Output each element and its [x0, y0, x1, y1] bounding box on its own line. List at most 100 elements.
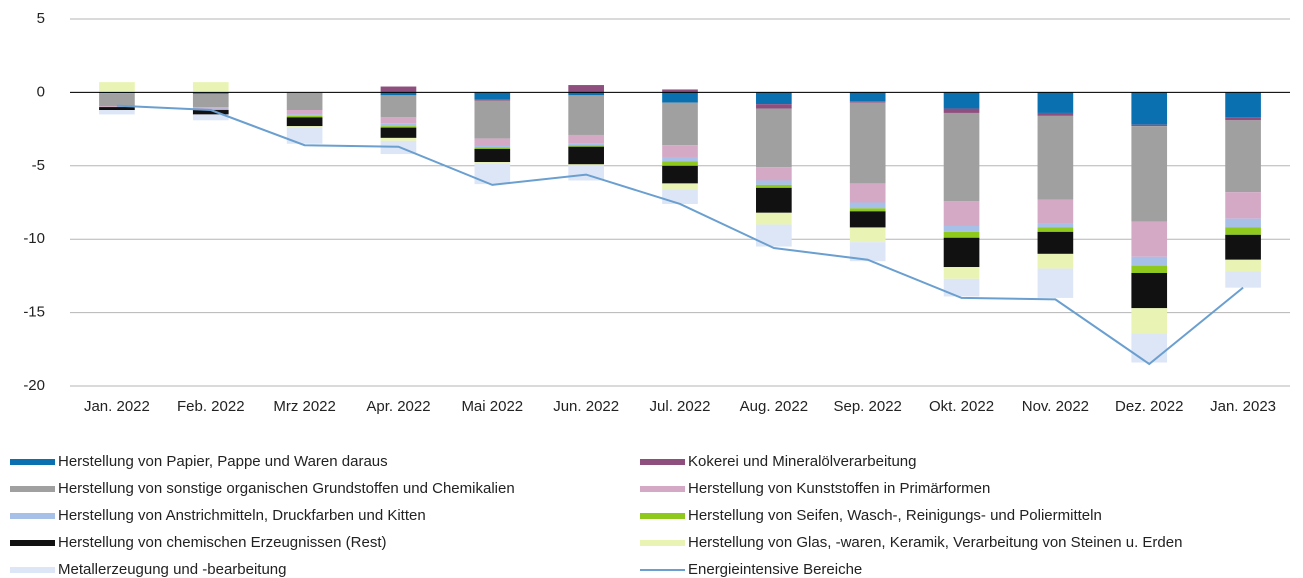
- bar-segment: [1037, 112, 1074, 116]
- bar-segment: [1225, 92, 1261, 118]
- x-tick-label: Mrz 2022: [273, 398, 336, 415]
- legend-swatch: [10, 513, 55, 519]
- bar-segment: [192, 107, 229, 109]
- x-tick-label: Sep. 2022: [833, 398, 901, 415]
- bar-segment: [849, 202, 886, 209]
- x-tick-label: Nov. 2022: [1022, 398, 1089, 415]
- bar-segment: [99, 106, 135, 108]
- bar-segment: [1131, 256, 1168, 266]
- bar-segment: [192, 93, 229, 108]
- bar-segment: [756, 167, 792, 181]
- bar-segment: [1131, 124, 1168, 127]
- bar-segment: [286, 127, 323, 144]
- bar-segment: [99, 107, 135, 111]
- bar-segment: [380, 92, 417, 96]
- bar-segment: [1037, 115, 1074, 200]
- bar-segment: [849, 92, 886, 102]
- bar-segment: [474, 147, 511, 149]
- bar-segment: [756, 212, 792, 225]
- bar-segment: [1037, 199, 1074, 224]
- bar-segment: [1131, 308, 1168, 334]
- bar-segment: [474, 148, 511, 163]
- bar-segment: [849, 102, 886, 184]
- bar-segment: [380, 127, 417, 138]
- bar-segment: [192, 82, 229, 93]
- bar-segment: [568, 164, 604, 166]
- legend-swatch: [640, 486, 685, 492]
- bar-segment: [849, 183, 886, 203]
- bar-segment: [943, 108, 980, 113]
- legend-label: Herstellung von Papier, Pappe und Waren …: [58, 453, 388, 470]
- bar-segment: [662, 89, 698, 93]
- bar-segment: [192, 108, 229, 110]
- bar-segment: [943, 112, 980, 202]
- x-tick-label: Aug. 2022: [740, 398, 808, 415]
- bar-segment: [849, 227, 886, 243]
- x-tick-label: Feb. 2022: [177, 398, 245, 415]
- y-tick-label: 0: [37, 83, 45, 100]
- bar-segment: [943, 92, 980, 109]
- x-tick-label: Okt. 2022: [929, 398, 994, 415]
- bar-segment: [568, 95, 604, 135]
- bar-segment: [474, 163, 511, 185]
- bar-segment: [286, 114, 323, 116]
- bar-segment: [474, 162, 511, 164]
- bar-segment: [943, 225, 980, 232]
- bar-segment: [756, 187, 792, 213]
- bar-segment: [192, 92, 229, 94]
- legend-swatch: [640, 459, 685, 465]
- legend-label: Herstellung von Anstrichmitteln, Druckfa…: [58, 507, 426, 524]
- bar-segment: [1225, 120, 1261, 193]
- legend-label: Herstellung von sonstige organischen Gru…: [58, 480, 515, 497]
- y-tick-label: -15: [23, 304, 45, 321]
- x-tick-label: Apr. 2022: [366, 398, 430, 415]
- bar-segment: [380, 117, 417, 124]
- bar-segment: [1037, 268, 1074, 298]
- line-series: [116, 104, 1244, 366]
- legend-label: Kokerei und Mineralölverarbeitung: [688, 453, 916, 470]
- bar-segment: [943, 201, 980, 226]
- bar-segment: [756, 108, 792, 168]
- bar-segment: [1131, 126, 1168, 222]
- bar-segment: [1037, 231, 1074, 254]
- x-tick-label: Dez. 2022: [1115, 398, 1183, 415]
- bar-segment: [1131, 333, 1168, 363]
- bar-segment: [1131, 272, 1168, 309]
- bar-segment: [568, 146, 604, 165]
- bar-segment: [1225, 192, 1261, 219]
- bar-segment: [849, 211, 886, 228]
- bar-segment: [380, 123, 417, 127]
- bar-segment: [380, 137, 417, 141]
- bar-segment: [1225, 234, 1261, 260]
- bar-segment: [1131, 92, 1168, 125]
- bar-segment: [849, 208, 886, 212]
- bar-segment: [662, 156, 698, 162]
- bar-segment: [662, 102, 698, 146]
- bar-segment: [192, 110, 229, 115]
- x-tick-label: Mai 2022: [461, 398, 523, 415]
- x-tick-label: Jul. 2022: [650, 398, 711, 415]
- bar-segment: [943, 278, 980, 297]
- x-tick-label: Jan. 2023: [1210, 398, 1276, 415]
- x-tick-label: Jun. 2022: [553, 398, 619, 415]
- bar-segment: [1225, 271, 1261, 288]
- bar-segment: [99, 93, 135, 107]
- bar-segment: [662, 161, 698, 166]
- bar-segment: [943, 267, 980, 279]
- bar-segment: [568, 143, 604, 146]
- bar-segment: [474, 92, 511, 100]
- legend-label: Herstellung von chemischen Erzeugnissen …: [58, 534, 386, 551]
- legend-label: Herstellung von Glas, -waren, Keramik, V…: [688, 534, 1182, 551]
- bar-segment: [756, 104, 792, 109]
- legend-swatch: [10, 540, 55, 546]
- bar-segment: [1131, 221, 1168, 257]
- bar-segment: [286, 92, 323, 111]
- legend-swatch: [640, 540, 685, 546]
- bar-segment: [943, 237, 980, 268]
- bar-segment: [286, 110, 323, 115]
- bar-segment: [756, 224, 792, 247]
- y-tick-label: -20: [23, 377, 45, 394]
- bar-segment: [568, 134, 604, 144]
- bar-segment: [756, 184, 792, 188]
